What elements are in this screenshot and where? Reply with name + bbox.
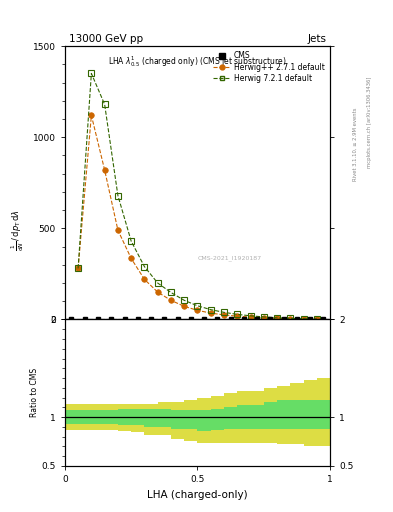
Text: Jets: Jets [307, 33, 326, 44]
Legend: CMS, Herwig++ 2.7.1 default, Herwig 7.2.1 default: CMS, Herwig++ 2.7.1 default, Herwig 7.2.… [212, 50, 326, 84]
Text: CMS-2021_I1920187: CMS-2021_I1920187 [198, 255, 262, 261]
Text: 13000 GeV pp: 13000 GeV pp [69, 33, 143, 44]
Y-axis label: Ratio to CMS: Ratio to CMS [29, 368, 39, 417]
Text: Rivet 3.1.10, ≥ 2.9M events: Rivet 3.1.10, ≥ 2.9M events [353, 108, 358, 181]
Text: LHA $\lambda^{1}_{0.5}$ (charged only) (CMS jet substructure): LHA $\lambda^{1}_{0.5}$ (charged only) (… [108, 54, 287, 69]
Text: mcplots.cern.ch [arXiv:1306.3436]: mcplots.cern.ch [arXiv:1306.3436] [367, 77, 372, 168]
X-axis label: LHA (charged-only): LHA (charged-only) [147, 489, 248, 500]
Text: $\frac{1}{\mathrm{d}N}\,/\,\mathrm{d}p_\mathrm{T}\,\mathrm{d}\lambda$: $\frac{1}{\mathrm{d}N}\,/\,\mathrm{d}p_\… [9, 209, 26, 251]
